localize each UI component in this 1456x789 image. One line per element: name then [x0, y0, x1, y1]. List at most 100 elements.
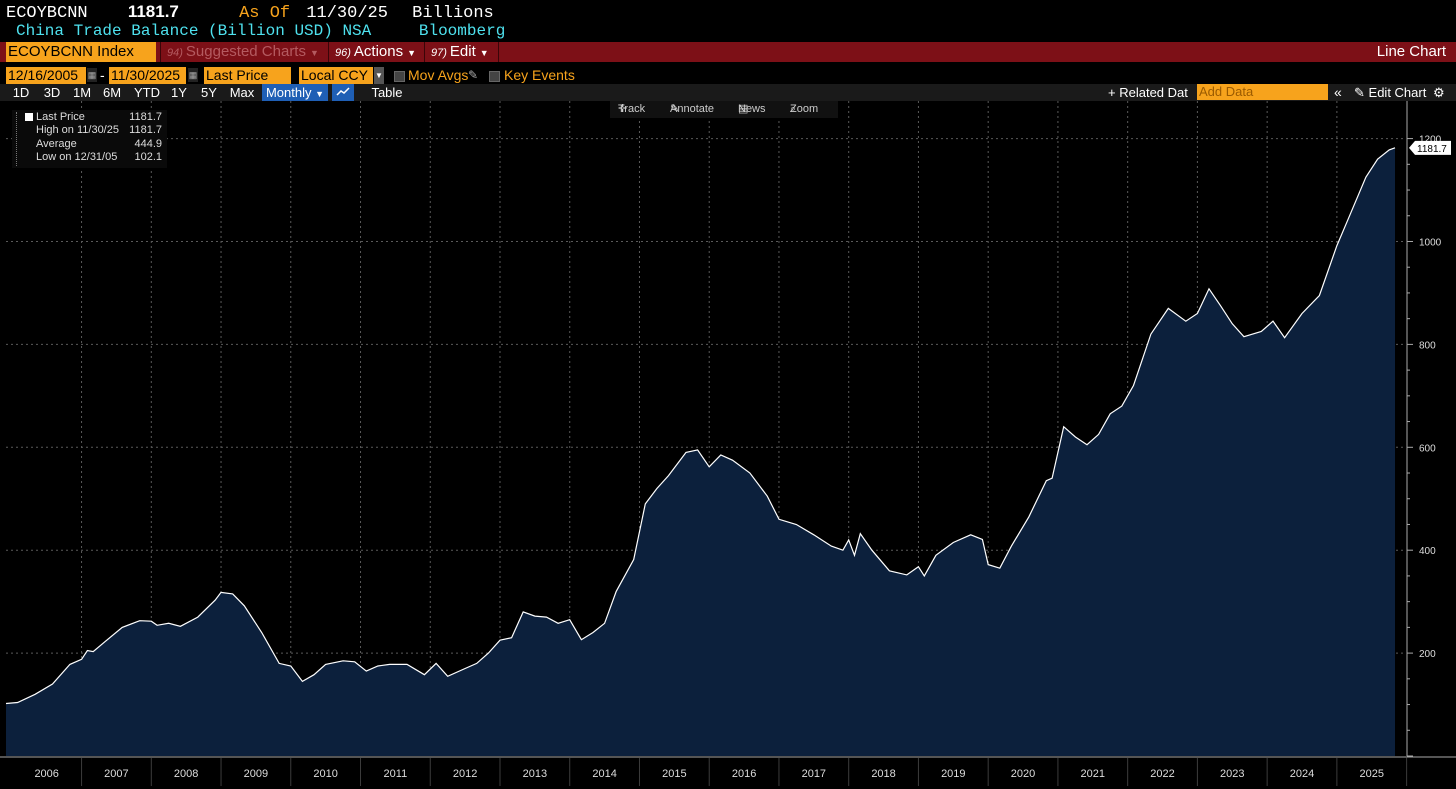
x-tick-label: 2010: [313, 768, 337, 780]
legend-last-price: Last Price 1181.7: [36, 111, 162, 123]
description-text: China Trade Balance (Billion USD) NSA: [16, 22, 372, 40]
period-max[interactable]: Max: [229, 85, 255, 100]
period-3d[interactable]: 3D: [43, 85, 61, 100]
end-date-input[interactable]: 11/30/2025: [109, 67, 186, 84]
legend-high: High on 11/30/25 1181.7: [36, 124, 162, 136]
index-button[interactable]: ECOYBCNN Index: [6, 42, 156, 62]
legend-average: Average 444.9: [36, 138, 162, 150]
mov-avgs-checkbox[interactable]: [394, 71, 405, 82]
zoom-label: Zoom: [790, 103, 819, 115]
period-ytd[interactable]: YTD: [134, 85, 160, 100]
x-tick-label: 2020: [1011, 768, 1035, 780]
period-1y[interactable]: 1Y: [171, 85, 187, 100]
annotate-label: Annotate: [670, 103, 715, 115]
x-tick-label: 2024: [1290, 768, 1314, 780]
related-data-button[interactable]: + Related Dat: [1108, 84, 1188, 101]
edit-menu[interactable]: 97) Edit ▼: [424, 42, 498, 62]
chart-toolbar: ✛ Track ✎ Annotate ▤ News ⌕ Zoom: [610, 101, 838, 118]
legend-low: Low on 12/31/05 102.1: [36, 151, 162, 163]
x-tick-label: 2022: [1150, 768, 1174, 780]
legend-last-label: Last Price: [36, 111, 85, 123]
legend-average-label: Average: [36, 138, 77, 150]
x-tick-label: 2016: [732, 768, 756, 780]
menu-bar: ECOYBCNN Index 94) Suggested Charts ▼ 96) A…: [0, 42, 1456, 62]
last-value-tag: [1409, 140, 1451, 155]
last-value: 1181.7: [127, 2, 179, 21]
actions-menu[interactable]: 96) Actions ▼: [328, 42, 424, 62]
key-events-label: Key Events: [504, 67, 575, 83]
add-data-input[interactable]: Add Data: [1197, 84, 1328, 100]
track-label: Track: [618, 103, 646, 115]
x-tick-label: 2025: [1360, 768, 1384, 780]
actions-label: Actions: [353, 43, 404, 60]
pencil-icon[interactable]: ✎: [468, 68, 479, 82]
x-tick-label: 2021: [1081, 768, 1105, 780]
frequency-select[interactable]: Monthly ▼: [262, 84, 328, 101]
chevron-down-icon: ▼: [407, 48, 417, 58]
y-tick-label: 400: [1419, 546, 1436, 557]
menu-divider: [498, 42, 500, 62]
date-dash: -: [100, 67, 105, 83]
field-select[interactable]: Last Price: [204, 67, 291, 84]
edit-chart-button[interactable]: ✎ Edit Chart: [1354, 84, 1426, 101]
period-6m[interactable]: 6M: [102, 85, 122, 100]
y-tick-label: 1200: [1419, 135, 1442, 146]
chevron-down-icon[interactable]: ▼: [374, 67, 384, 84]
pencil-icon: ✎: [1354, 85, 1365, 100]
chevron-down-icon: ▼: [479, 48, 489, 58]
line-chart-icon[interactable]: [332, 84, 354, 101]
y-tick-label: 200: [1419, 649, 1436, 660]
x-tick-label: 2011: [384, 768, 408, 780]
plus-icon: +: [1108, 85, 1116, 100]
edit-chart-label: Edit Chart: [1368, 85, 1427, 100]
period-1m[interactable]: 1M: [72, 85, 92, 100]
x-tick-label: 2009: [244, 768, 268, 780]
legend-swatch: [25, 113, 33, 121]
currency-select[interactable]: Local CCY: [299, 67, 373, 84]
suggested-label: Suggested Charts: [185, 43, 306, 60]
as-of-label: As Of: [239, 4, 291, 23]
legend-low-value: 102.1: [134, 151, 162, 163]
calendar-icon[interactable]: ▦: [87, 68, 97, 82]
chevron-down-icon: ▼: [315, 89, 325, 99]
period-5y[interactable]: 5Y: [201, 85, 217, 100]
x-tick-label: 2023: [1220, 768, 1244, 780]
suggested-num: 94): [167, 47, 183, 59]
units-label: Billions: [412, 4, 494, 23]
y-tick-label: 600: [1419, 443, 1436, 454]
key-events-checkbox[interactable]: [489, 71, 500, 82]
y-tick-label: 800: [1419, 340, 1436, 351]
x-tick-label: 2006: [34, 768, 58, 780]
period-bar: 1D 3D 1M 6M YTD 1Y 5Y Max Monthly ▼ Tabl…: [0, 84, 1456, 101]
security-description: China Trade Balance (Billion USD) NSA Bl…: [16, 22, 505, 40]
crosshair-icon: ✛: [618, 103, 628, 115]
calendar-icon[interactable]: ▦: [188, 68, 198, 82]
legend-high-value: 1181.7: [129, 124, 162, 136]
x-tick-label: 2014: [592, 768, 616, 780]
legend-average-value: 444.9: [134, 138, 162, 150]
edit-num: 97): [431, 47, 447, 59]
chart-type-title: Line Chart: [1376, 43, 1446, 60]
y-tick-label: 1000: [1419, 237, 1442, 248]
mov-avgs-label: Mov Avgs: [408, 67, 469, 83]
last-value-label: 1181.7: [1417, 144, 1447, 155]
x-tick-label: 2018: [871, 768, 895, 780]
related-data-label: Related Dat: [1119, 85, 1188, 100]
source-text: Bloomberg: [418, 22, 506, 40]
legend-last-value: 1181.7: [129, 111, 162, 123]
news-label: News: [738, 103, 766, 115]
table-button[interactable]: Table: [371, 85, 403, 100]
suggested-charts-menu[interactable]: 94) Suggested Charts ▼: [160, 42, 328, 62]
actions-num: 96): [335, 47, 351, 59]
start-date-input[interactable]: 12/16/2005: [6, 67, 86, 84]
security-header: ECOYBCNN 1181.7 As Of 11/30/25 Billions: [6, 2, 494, 23]
collapse-icon[interactable]: «: [1334, 84, 1342, 100]
news-icon: ▤: [738, 103, 749, 115]
legend-high-label: High on 11/30/25: [36, 124, 119, 136]
gear-icon[interactable]: ⚙: [1433, 85, 1445, 100]
line-chart[interactable]: 2006 2007 2008 2009 2010 2011 2012 2013 2014 2015…: [0, 101, 1456, 789]
as-of-date: 11/30/25: [306, 4, 388, 23]
chart-legend: Last Price 1181.7 High on 11/30/25 1181.7 …: [12, 110, 167, 168]
x-tick-label: 2017: [802, 768, 826, 780]
period-1d[interactable]: 1D: [12, 85, 30, 100]
